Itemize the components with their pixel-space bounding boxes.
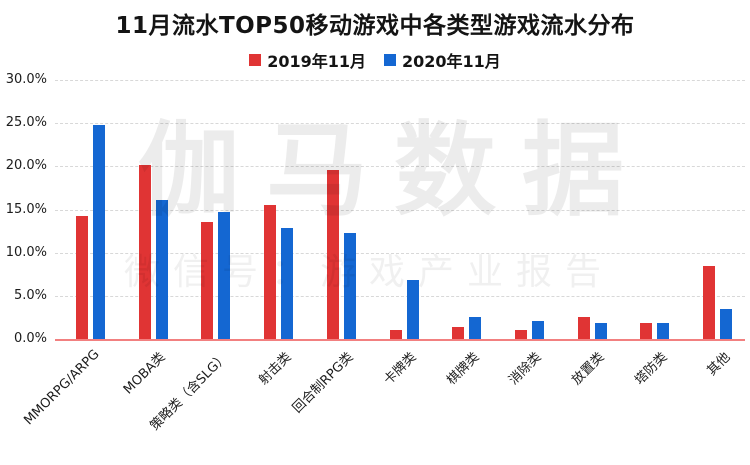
x-tick-label-1: MOBA类 [120,349,169,398]
bar-2019-5 [389,330,402,339]
bar-2019-0 [75,216,88,339]
bar-2019-4 [326,169,339,339]
bar-2019-6 [452,326,465,339]
bar-2020-3 [281,227,294,339]
y-tick-label: 20.0% [5,158,47,174]
x-tick-label-9: 塔防类 [632,349,671,389]
x-tick-label-6: 棋牌类 [443,349,483,389]
bar-2020-8 [594,322,607,339]
x-tick-label-7: 消除类 [506,349,545,389]
x-tick-label-3: 射击类 [255,349,294,389]
bar-2019-2 [201,222,214,339]
gridline-20 [55,166,745,168]
x-tick-label-4: 回合制RPG类 [290,349,357,417]
legend-swatch-2020-icon [384,54,396,66]
gridline-30 [55,80,745,81]
x-tick-label-8: 放置类 [569,349,608,389]
x-tick-label-0: MMORPG/ARPG [21,347,103,429]
legend-item-2019: 2019年11月 [249,48,366,72]
bar-2019-9 [640,322,653,339]
x-tick-label-10: 其他 [704,349,734,379]
bar-2020-6 [469,316,482,339]
legend-label-2019: 2019年11月 [267,52,366,71]
plot-area: MMORPG/ARPG MOBA类 策略类（含SLG） 射击类 回合制RPG类 卡牌类 棋牌… [22,80,745,434]
y-tick-label: 10.0% [5,244,47,260]
bar-2020-9 [657,322,670,339]
x-tick-label-2: 策略类（含SLG） [147,349,232,434]
legend-swatch-2019-icon [249,54,262,66]
bar-2019-10 [703,265,716,339]
bar-2020-4 [343,232,356,339]
gridline-15 [55,209,745,211]
legend-item-2020: 2020年11月 [384,48,501,72]
bar-2020-10 [720,308,733,339]
gridline-5 [55,295,745,297]
bar-2019-8 [577,316,590,339]
y-tick-label: 30.0% [5,72,47,87]
y-tick-label: 15.0% [5,201,47,217]
bar-2020-5 [406,280,419,339]
bar-2019-7 [514,329,527,339]
x-tick-label-5: 卡牌类 [381,349,420,389]
gridline-25 [55,123,745,125]
y-tick-label: 25.0% [5,115,47,131]
bar-2019-1 [138,164,151,339]
chart-legend: 2019年11月 2020年11月 [0,48,750,72]
gridline-10 [55,252,745,254]
bar-2020-1 [155,200,168,339]
chart-title: 11月流水TOP50移动游戏中各类型游戏流水分布 [115,13,635,39]
y-tick-label: 0.0% [13,331,47,346]
bar-2020-2 [218,212,231,339]
bar-2019-3 [264,205,277,339]
legend-label-2020: 2020年11月 [402,52,501,71]
bar-2020-7 [531,320,544,339]
y-tick-label: 5.0% [13,287,47,303]
bar-2020-0 [92,124,105,339]
